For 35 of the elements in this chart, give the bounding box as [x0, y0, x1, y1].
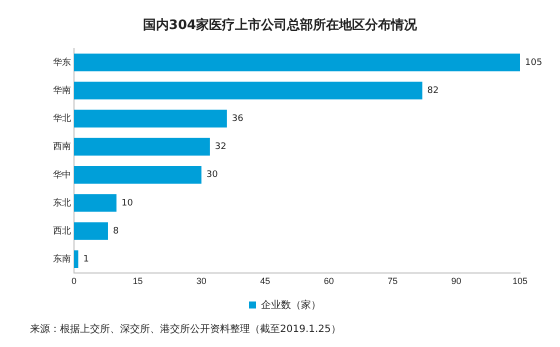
data-label: 30 [206, 170, 218, 180]
x-tick-label: 105 [512, 276, 528, 286]
x-tick-label: 45 [260, 276, 270, 286]
data-label: 1 [83, 254, 89, 264]
x-tick-label: 15 [132, 276, 143, 286]
bar [74, 194, 116, 212]
bar [74, 82, 422, 100]
bar [74, 222, 108, 240]
bar [74, 250, 78, 268]
chart-title: 国内304家医疗上市公司总部所在地区分布情况 [142, 16, 418, 35]
y-tick-label: 西南 [53, 141, 71, 152]
bar [74, 110, 227, 128]
y-tick-label: 东南 [53, 254, 71, 264]
x-tick-label: 90 [451, 276, 462, 286]
bar [74, 138, 210, 156]
x-tick-label: 60 [324, 276, 334, 286]
x-tick-label: 30 [196, 276, 206, 286]
y-tick-label: 东北 [53, 197, 71, 208]
data-label: 36 [232, 114, 244, 124]
source-note: 来源：根据上交所、深交所、港交所公开资料整理（截至2019.1.25） [29, 322, 342, 337]
x-tick-label: 75 [388, 276, 398, 286]
data-label: 8 [112, 226, 119, 236]
y-tick-label: 西北 [53, 226, 71, 236]
x-tick-label: 0 [71, 276, 77, 286]
y-tick-label: 华北 [53, 113, 71, 124]
data-label: 10 [121, 198, 134, 208]
data-label: 82 [427, 86, 439, 96]
data-label: 105 [525, 58, 542, 68]
bar [74, 166, 202, 184]
data-label: 32 [214, 142, 226, 152]
bar [74, 54, 520, 72]
legend-label: 企业数（家） [261, 298, 321, 311]
y-tick-label: 华中 [53, 169, 71, 180]
y-tick-label: 华东 [53, 56, 71, 67]
y-tick-label: 华南 [53, 85, 71, 96]
